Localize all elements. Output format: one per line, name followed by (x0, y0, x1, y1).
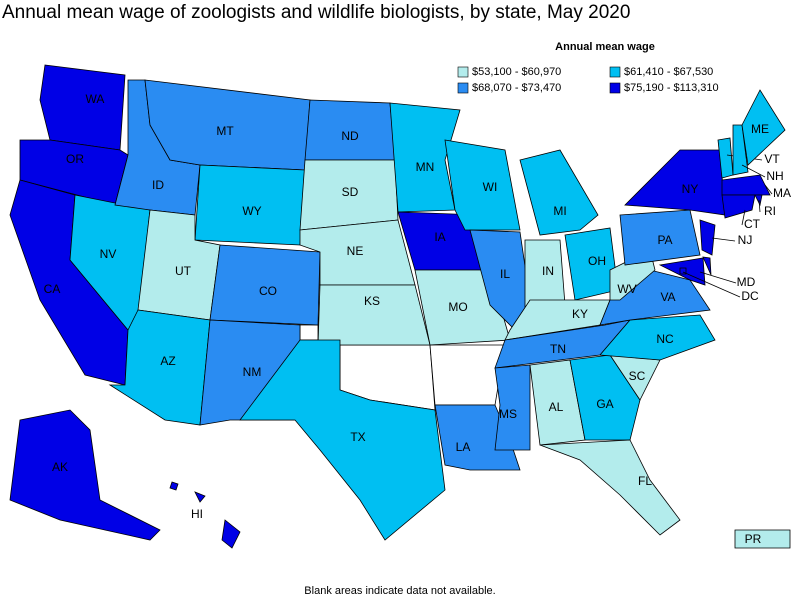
state (754, 194, 763, 207)
state-label: NM (243, 365, 262, 379)
state (599, 314, 716, 361)
state-label: KS (364, 294, 380, 308)
leader-line (741, 209, 746, 226)
state-label: SD (342, 185, 359, 199)
state (539, 439, 681, 536)
state-label: NY (682, 182, 699, 196)
state-label: NC (656, 332, 674, 346)
state-label: NV (100, 247, 117, 261)
state-label: DC (741, 289, 759, 303)
state-label: VA (660, 290, 675, 304)
state (732, 124, 749, 176)
state-blank (429, 344, 506, 406)
state-label: IA (434, 230, 445, 244)
state-label: MD (737, 275, 756, 289)
state (699, 219, 716, 256)
leader-line (711, 237, 736, 242)
state-label: KY (572, 307, 588, 321)
leader-line (682, 271, 741, 298)
state-label: WY (242, 204, 261, 218)
state-label: AZ (160, 354, 175, 368)
state-label: MO (448, 300, 467, 314)
state-label: NJ (738, 233, 753, 247)
state-label: LA (456, 440, 471, 454)
state (741, 89, 786, 166)
state-label: MI (553, 204, 566, 218)
state (721, 194, 756, 219)
leader-line (758, 199, 761, 213)
legend-label: $68,070 - $73,470 (472, 82, 561, 94)
state-label: TX (350, 430, 365, 444)
state (239, 339, 446, 541)
state-label: CA (44, 282, 61, 296)
state (39, 64, 126, 151)
state (194, 491, 206, 503)
state-label: MT (216, 124, 234, 138)
state-label: OH (588, 254, 606, 268)
state-label: WI (483, 180, 498, 194)
legend-title: Annual mean wage (555, 41, 655, 53)
state-label: OR (66, 152, 84, 166)
state (9, 409, 161, 541)
state-label: AL (549, 400, 564, 414)
state-label: VT (764, 152, 780, 166)
state-label: MS (499, 407, 517, 421)
state-label: UT (175, 264, 192, 278)
footnote: Blank areas indicate data not available. (304, 585, 495, 597)
state-label: NE (347, 244, 364, 258)
state (209, 244, 321, 326)
leader-line (699, 271, 737, 284)
state-label: NH (766, 169, 783, 183)
state-label: WV (617, 282, 636, 296)
state (519, 149, 599, 236)
legend-swatch (457, 82, 469, 94)
state (221, 519, 241, 549)
state (721, 174, 771, 196)
state (619, 209, 701, 266)
legend-label: $75,190 - $113,310 (624, 82, 719, 94)
legend-swatch (609, 82, 621, 94)
legend-swatch (609, 66, 621, 78)
state-label: FL (638, 474, 652, 488)
state (444, 139, 521, 231)
state-label: PA (657, 233, 672, 247)
state-label: ID (152, 178, 164, 192)
state (624, 149, 726, 216)
leader-line (764, 184, 773, 195)
state (702, 256, 712, 276)
state-label: ND (341, 129, 359, 143)
legend-label: $61,410 - $67,530 (624, 66, 713, 78)
state (389, 102, 461, 213)
state-label: CO (259, 284, 277, 298)
state-label: MN (416, 160, 435, 174)
state (569, 354, 641, 441)
state-label: TN (550, 342, 566, 356)
state-label: GA (596, 397, 613, 411)
state (169, 481, 179, 491)
state-label: WA (86, 92, 105, 106)
state-label: ME (751, 122, 769, 136)
state (494, 364, 531, 451)
legend-label: $53,100 - $60,970 (472, 66, 561, 78)
state-label: CT (744, 217, 761, 231)
map-title: Annual mean wage of zoologists and wildl… (2, 2, 630, 23)
state-label: IN (542, 264, 554, 278)
state-label: SC (629, 369, 646, 383)
state (734, 529, 791, 549)
state-label: RI (764, 204, 776, 218)
state-label: PR (745, 532, 762, 546)
state-label: AK (52, 460, 68, 474)
legend-swatch (457, 66, 469, 78)
state-label: IL (500, 267, 510, 281)
state-label: MA (773, 186, 791, 200)
state-label: HI (191, 507, 203, 521)
leader-line (741, 164, 766, 178)
